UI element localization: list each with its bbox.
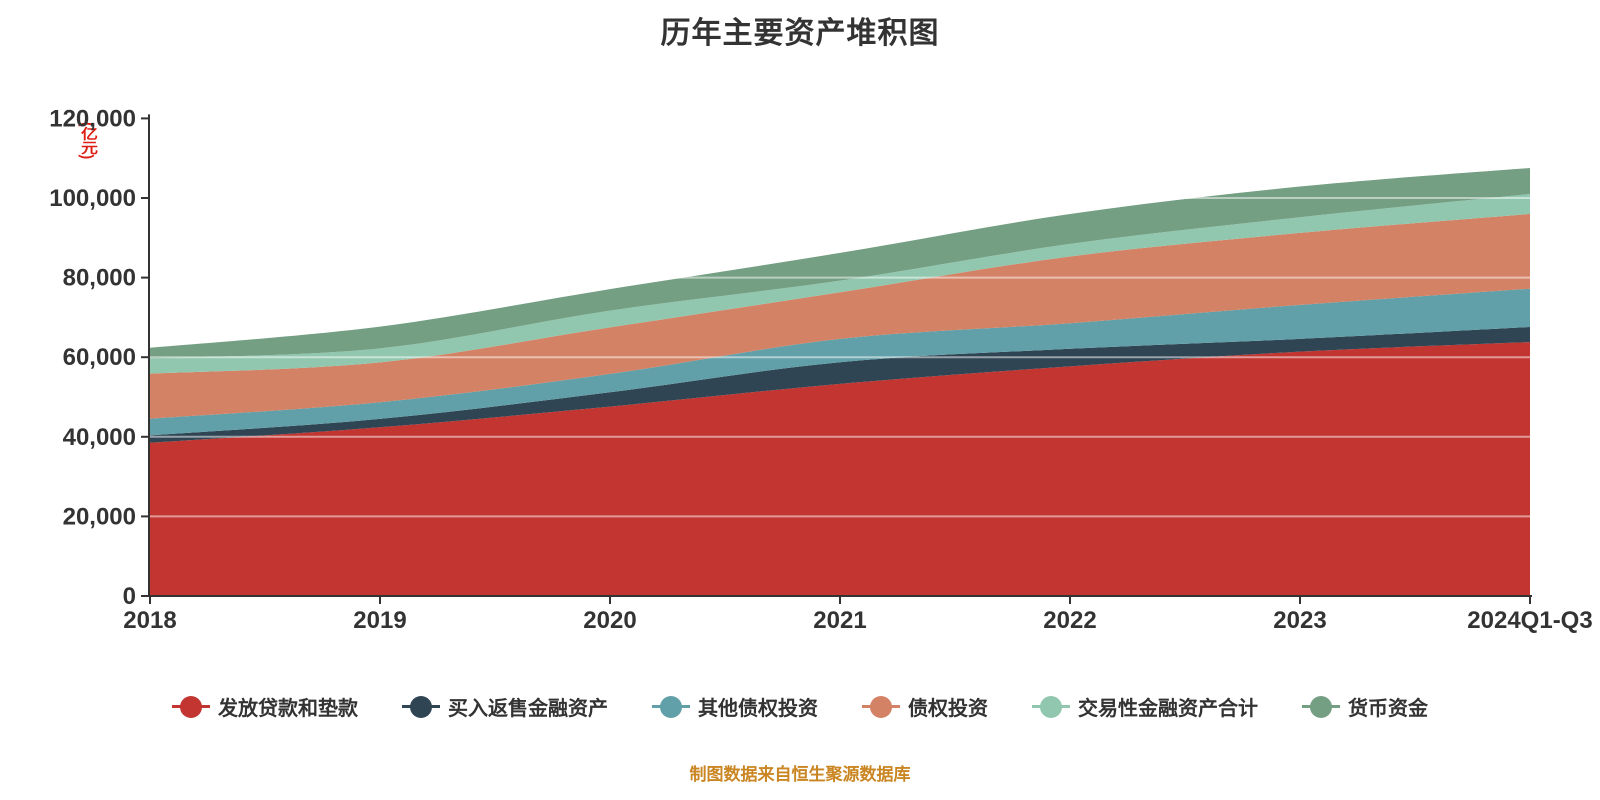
legend-series-marker-icon xyxy=(1032,695,1070,719)
area-series-4 xyxy=(150,194,1530,374)
legend-series-marker-icon xyxy=(862,695,900,719)
chart-title: 历年主要资产堆积图 xyxy=(660,17,940,50)
area-series-2 xyxy=(150,288,1530,436)
legend-item-1[interactable]: 买入返售金融资产 xyxy=(402,692,608,721)
x-tick-label: 2022 xyxy=(1043,607,1096,634)
legend-item-0[interactable]: 发放贷款和垫款 xyxy=(172,692,358,721)
series-areas xyxy=(150,168,1530,596)
legend-item-5[interactable]: 货币资金 xyxy=(1302,692,1428,721)
grid-lines xyxy=(150,117,1530,518)
y-tick-label: 100,000 xyxy=(49,185,136,212)
axis-labels: 0 20,000 40,000 60,000 80,000 100,000 120,000 2… xyxy=(49,105,1592,634)
area-series-3 xyxy=(150,213,1530,419)
x-tick-label: 2020 xyxy=(583,607,636,634)
x-tick-label: 2024Q1-Q3 xyxy=(1467,607,1592,634)
data-source-caption: 制图数据来自恒生聚源数据库 xyxy=(689,765,911,784)
area-series-5 xyxy=(150,168,1530,359)
legend-item-4[interactable]: 交易性金融资产合计 xyxy=(1032,692,1258,721)
area-series-0 xyxy=(150,342,1530,596)
y-axis-unit-label: (亿元) xyxy=(78,122,97,160)
stacked-area-chart: 0 20,000 40,000 60,000 80,000 100,000 120,000 2… xyxy=(49,105,1592,634)
legend-label: 债权投资 xyxy=(908,698,988,720)
x-tick-label: 2019 xyxy=(353,607,406,634)
legend-series-marker-icon xyxy=(1302,695,1340,719)
legend-series-marker-icon xyxy=(402,695,440,719)
legend: 发放贷款和垫款 买入返售金融资产 其他债权投资 债权投资 交易性金融资产合计 货币资金 xyxy=(0,692,1600,721)
x-tick-label: 2021 xyxy=(813,607,866,634)
y-tick-label: 80,000 xyxy=(63,265,136,292)
legend-item-3[interactable]: 债权投资 xyxy=(862,692,988,721)
axes xyxy=(141,114,1532,604)
x-tick-label: 2023 xyxy=(1273,607,1326,634)
legend-series-marker-icon xyxy=(652,695,690,719)
area-series-1 xyxy=(150,327,1530,443)
y-tick-label: 40,000 xyxy=(63,424,136,451)
legend-label: 交易性金融资产合计 xyxy=(1078,698,1258,720)
legend-item-2[interactable]: 其他债权投资 xyxy=(652,692,818,721)
legend-label: 发放贷款和垫款 xyxy=(218,698,358,720)
y-tick-label: 120,000 xyxy=(49,105,136,132)
legend-label: 货币资金 xyxy=(1348,698,1428,720)
x-tick-label: 2018 xyxy=(123,607,176,634)
legend-series-marker-icon xyxy=(172,695,210,719)
legend-label: 其他债权投资 xyxy=(698,698,818,720)
y-tick-label: 20,000 xyxy=(63,503,136,530)
y-tick-label: 60,000 xyxy=(63,344,136,371)
legend-label: 买入返售金融资产 xyxy=(448,698,608,720)
y-tick-label: 0 xyxy=(123,583,136,610)
